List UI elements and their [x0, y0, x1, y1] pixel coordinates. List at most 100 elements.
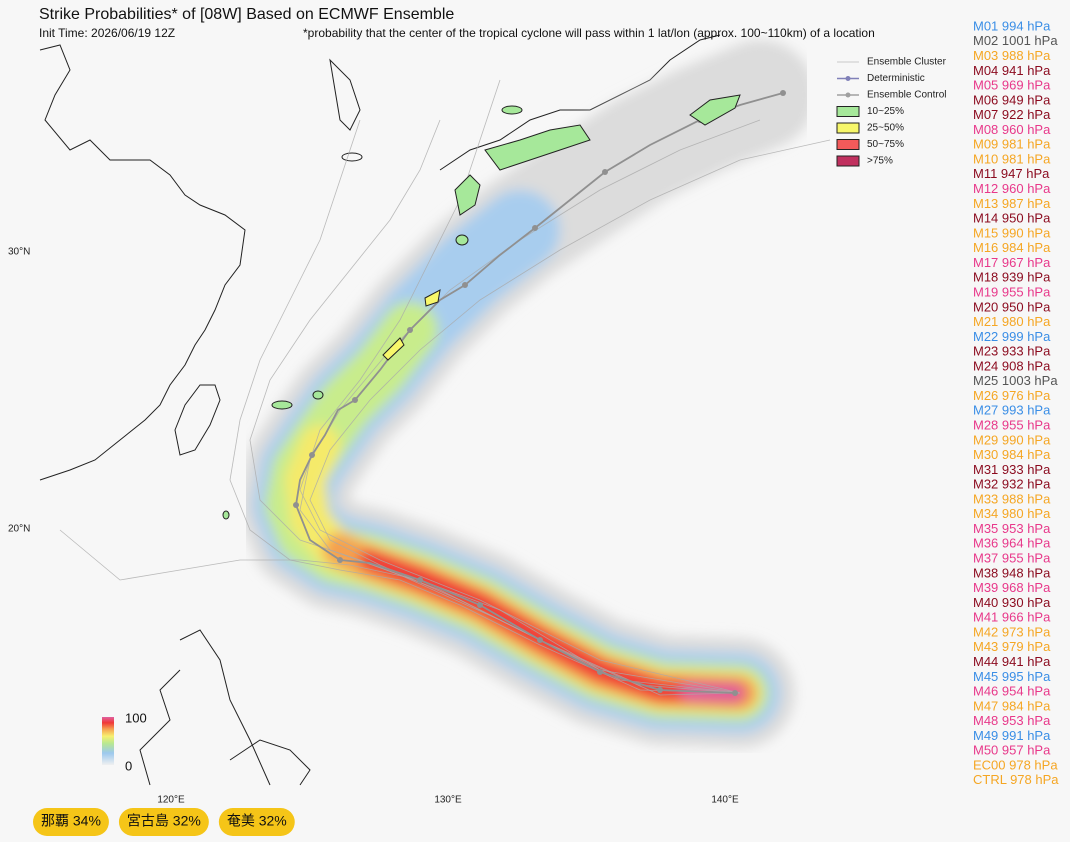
legend-label: >75%: [867, 156, 893, 167]
badge: 宮古島 32%: [118, 808, 209, 836]
member-label: M18 939 hPa: [973, 270, 1051, 285]
legend-label: Deterministic: [867, 73, 925, 84]
ensemble-track: [59, 529, 741, 694]
member-label: M45 995 hPa: [973, 669, 1051, 684]
prob-area-yellow: [382, 337, 405, 361]
lat-label: 20°N: [8, 524, 30, 535]
colorbar-max: 100: [125, 710, 147, 725]
member-label: M06 949 hPa: [973, 92, 1051, 107]
legend-label: 50~75%: [867, 139, 904, 150]
badge-label: 奄美 32%: [227, 813, 287, 829]
control-points: [293, 90, 786, 696]
member-label: M31 933 hPa: [973, 462, 1051, 477]
korea: [329, 58, 361, 131]
prob-area: [454, 174, 481, 216]
badges: 那覇 34% 宮古島 32% 奄美 32%: [33, 808, 295, 836]
colorbar: [102, 717, 114, 765]
prob-area: [222, 510, 230, 520]
taiwan: [174, 384, 221, 456]
prob-area: [312, 390, 324, 400]
member-label: M43 979 hPa: [973, 639, 1051, 654]
legend-swatch: [836, 122, 860, 134]
mindanao: [229, 739, 311, 786]
member-label: M40 930 hPa: [973, 595, 1051, 610]
init-time: Init Time: 2026/06/19 12Z: [39, 26, 175, 40]
legend-label: 10~25%: [867, 106, 904, 117]
member-label: M04 941 hPa: [973, 63, 1051, 78]
member-label: M08 960 hPa: [973, 122, 1051, 137]
member-label: CTRL 978 hPa: [973, 772, 1059, 787]
badge: 奄美 32%: [218, 808, 295, 836]
member-label: M17 967 hPa: [973, 255, 1051, 270]
coastline: [39, 44, 246, 481]
badge-bg: [218, 808, 295, 836]
prob-area-yellow: [424, 289, 441, 307]
colorbar-min: 0: [125, 758, 132, 773]
member-label: M09 981 hPa: [973, 137, 1051, 152]
member-label: M19 955 hPa: [973, 284, 1051, 299]
member-label: M49 991 hPa: [973, 728, 1051, 743]
prob-area: [271, 400, 293, 410]
member-label: M38 948 hPa: [973, 565, 1051, 580]
lat-label: 30°N: [8, 247, 30, 258]
member-label: M13 987 hPa: [973, 196, 1051, 211]
lon-label: 130°E: [434, 795, 462, 806]
member-label: M39 968 hPa: [973, 580, 1051, 595]
member-label: M41 966 hPa: [973, 610, 1051, 625]
legend-label: Ensemble Control: [867, 90, 946, 101]
prob-area: [455, 234, 469, 246]
member-label: M07 922 hPa: [973, 107, 1051, 122]
member-label: M24 908 hPa: [973, 358, 1051, 373]
philippines: [139, 629, 271, 786]
japan-coast: [439, 34, 721, 171]
legend-swatch: [836, 155, 860, 167]
member-label: M14 950 hPa: [973, 211, 1051, 226]
member-label: M28 955 hPa: [973, 417, 1051, 432]
member-label: M11 947 hPa: [973, 166, 1050, 181]
member-label: M02 1001 hPa: [973, 33, 1058, 48]
badge-bg: [118, 808, 209, 836]
member-label: M42 973 hPa: [973, 624, 1051, 639]
prob-area: [501, 105, 523, 115]
legend-swatch: [836, 106, 860, 117]
member-label: M48 953 hPa: [973, 713, 1051, 728]
badge-label: 那覇 34%: [41, 813, 101, 829]
member-label: M30 984 hPa: [973, 447, 1051, 462]
lon-label: 140°E: [711, 795, 739, 806]
member-label: M10 981 hPa: [973, 151, 1051, 166]
member-label: M20 950 hPa: [973, 299, 1051, 314]
member-label: M03 988 hPa: [973, 48, 1051, 63]
badge-bg: [33, 808, 109, 836]
note: *probability that the center of the trop…: [303, 26, 875, 40]
member-label: M34 980 hPa: [973, 506, 1051, 521]
member-label: M36 964 hPa: [973, 536, 1051, 551]
island: [341, 152, 363, 162]
control-track: [295, 92, 784, 694]
member-label: M12 960 hPa: [973, 181, 1051, 196]
member-label: M46 954 hPa: [973, 684, 1051, 699]
map: [39, 34, 831, 786]
legend-dot: [845, 92, 851, 98]
member-label: M21 980 hPa: [973, 314, 1051, 329]
badge: 那覇 34%: [33, 808, 109, 836]
member-label: M33 988 hPa: [973, 491, 1051, 506]
member-label: M16 984 hPa: [973, 240, 1051, 255]
legend-swatch: [836, 139, 860, 150]
member-label: M01 994 hPa: [973, 18, 1051, 33]
legend-label: Ensemble Cluster: [867, 57, 947, 68]
member-label: M32 932 hPa: [973, 477, 1051, 492]
legend: Ensemble Cluster Deterministic Ensemble Co…: [836, 57, 947, 167]
member-label: M47 984 hPa: [973, 698, 1051, 713]
ensemble-track: [309, 139, 831, 696]
member-label: M05 969 hPa: [973, 78, 1051, 93]
badge-label: 宮古島 32%: [127, 813, 201, 829]
prob-area: [689, 94, 741, 126]
legend-label: 25~50%: [867, 123, 904, 134]
prob-area: [484, 124, 591, 171]
member-label: M50 957 hPa: [973, 743, 1051, 758]
legend-dot: [845, 76, 851, 81]
member-label: M22 999 hPa: [973, 329, 1051, 344]
